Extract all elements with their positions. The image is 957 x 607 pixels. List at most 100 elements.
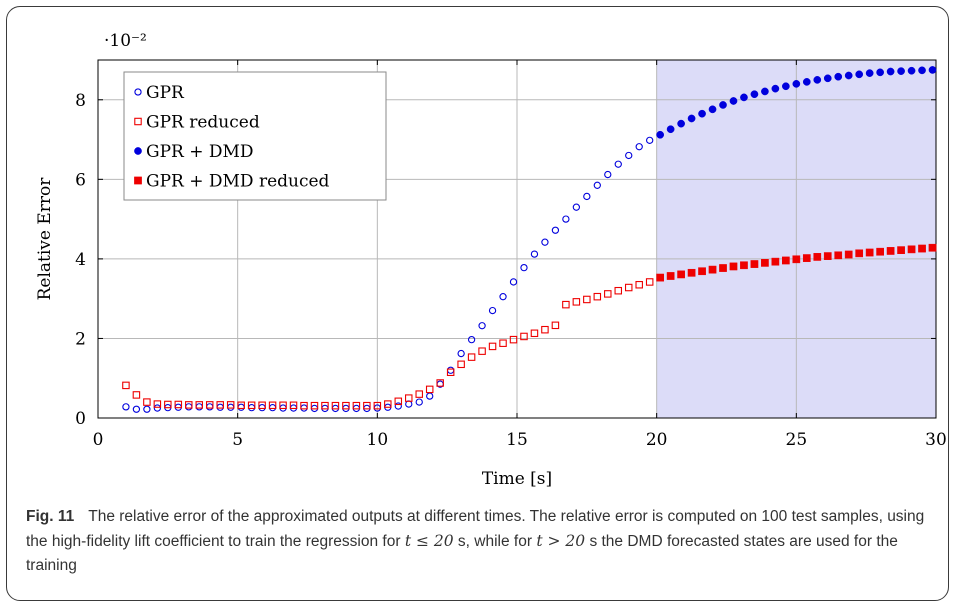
series-3-point xyxy=(802,254,811,262)
series-2-point xyxy=(792,80,801,88)
series-1-point xyxy=(509,335,518,344)
series-1-point xyxy=(373,401,382,410)
y-multiplier-label: ·10⁻² xyxy=(104,31,147,51)
series-1-point xyxy=(604,290,612,298)
series-1-point xyxy=(583,295,591,304)
series-3-point xyxy=(928,243,937,252)
series-1-point xyxy=(122,381,130,390)
series-0-point xyxy=(541,238,549,246)
series-1-point xyxy=(268,401,277,410)
series-1-point xyxy=(185,401,193,409)
series-0-point xyxy=(195,403,203,411)
series-2-point xyxy=(719,101,727,109)
series-3-point xyxy=(782,256,790,265)
series-2-point xyxy=(677,119,685,128)
series-2-point xyxy=(886,67,895,76)
series-1-point xyxy=(342,401,350,410)
series-0-point xyxy=(237,403,245,411)
series-1-point xyxy=(645,278,654,286)
series-1-point xyxy=(541,325,549,334)
series-0-point xyxy=(625,151,633,160)
series-3-point xyxy=(677,270,685,279)
series-2-point xyxy=(782,82,790,91)
series-1-point xyxy=(247,401,256,410)
series-0-point xyxy=(551,226,560,234)
series-0-point xyxy=(478,322,486,330)
series-0-point xyxy=(646,136,654,145)
series-3-point xyxy=(750,260,759,268)
series-0-point xyxy=(247,404,256,412)
caption-math-1: t ≤ 20 xyxy=(404,532,454,550)
series-3-point xyxy=(666,272,675,280)
series-0-point xyxy=(604,170,612,179)
caption-text-end: s the DMD forecasted states are used for… xyxy=(26,533,898,574)
series-2-point xyxy=(928,66,937,74)
legend-marker-1 xyxy=(134,117,142,126)
series-0-point xyxy=(153,404,162,412)
legend-label-3: GPR + DMD reduced xyxy=(146,172,330,192)
series-1-point xyxy=(352,401,361,410)
series-2-point xyxy=(823,74,832,83)
series-3-point xyxy=(698,267,706,276)
series-0-point xyxy=(268,404,277,412)
x-tick-label: 30 xyxy=(925,430,947,450)
series-1-point xyxy=(363,401,371,410)
series-1-point xyxy=(635,280,643,289)
x-tick-label: 25 xyxy=(786,430,808,450)
series-0-point xyxy=(593,181,601,189)
x-tick-label: 15 xyxy=(506,430,528,450)
series-2-point xyxy=(687,114,696,123)
figure-frame xyxy=(6,6,949,601)
series-2-point xyxy=(740,93,748,102)
series-1-point xyxy=(530,329,539,338)
series-3-point xyxy=(855,249,864,258)
series-1-point xyxy=(216,401,224,409)
series-1-point xyxy=(153,400,162,408)
series-2-point xyxy=(729,97,738,105)
series-1-point xyxy=(205,401,214,409)
series-3-point xyxy=(729,262,738,271)
y-tick-label: 6 xyxy=(75,170,86,190)
series-3-point xyxy=(708,265,717,274)
series-2-point xyxy=(834,72,843,81)
series-0-point xyxy=(488,306,497,315)
series-0-point xyxy=(562,215,570,223)
series-2-point xyxy=(907,66,916,75)
series-3-point xyxy=(687,268,696,277)
series-3-point xyxy=(886,247,895,255)
series-1-point xyxy=(562,300,570,309)
series-1-point xyxy=(384,400,392,408)
legend-box xyxy=(123,71,387,201)
series-1-point xyxy=(226,401,235,409)
series-0-point xyxy=(216,403,224,411)
relative-error-chart: 0 5 10 15 20 25 30 0 2 4 6 8 ·10⁻² Time [s] Relativ… xyxy=(35,31,947,489)
x-tick-label: 10 xyxy=(367,430,389,450)
series-1-point xyxy=(321,401,329,410)
figure-caption: Fig. 11 The relative error of the approxi… xyxy=(26,505,936,578)
series-0-point xyxy=(614,160,622,168)
caption-text: The relative error of the approximated o… xyxy=(26,508,925,550)
series-0-point xyxy=(132,405,141,413)
series-3-point xyxy=(907,245,916,254)
series-3-point xyxy=(761,259,769,267)
series-1-point xyxy=(624,283,633,292)
series-2-point xyxy=(855,70,864,79)
series-2-point xyxy=(802,78,811,86)
series-2-point xyxy=(897,67,905,75)
series-2-point xyxy=(865,69,874,77)
series-1-point xyxy=(310,401,319,410)
series-1-point xyxy=(457,360,465,369)
series-3-point xyxy=(844,250,853,259)
series-3-point xyxy=(719,264,727,272)
series-0-point xyxy=(572,203,581,211)
series-2-point xyxy=(656,130,665,139)
series-2-point xyxy=(698,109,706,118)
series-1-point xyxy=(415,390,423,398)
data-points xyxy=(122,66,937,413)
series-2-point xyxy=(844,71,853,80)
series-3-point xyxy=(771,257,780,266)
series-2-point xyxy=(876,68,884,77)
series-3-point xyxy=(865,248,874,257)
y-tick-label: 0 xyxy=(75,409,86,429)
series-1-point xyxy=(300,401,308,410)
